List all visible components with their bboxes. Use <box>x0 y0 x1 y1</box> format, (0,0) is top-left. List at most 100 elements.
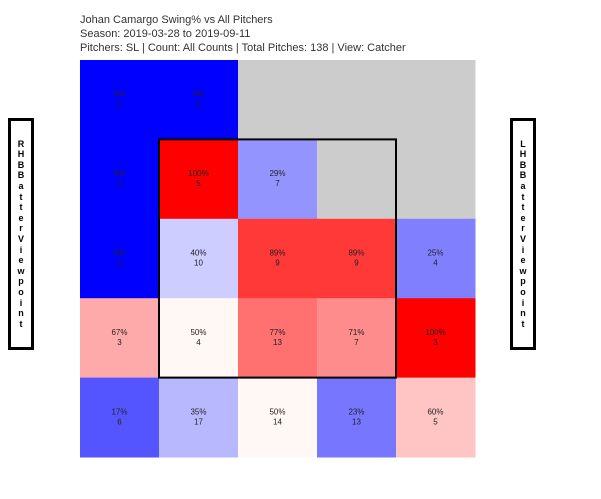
heatmap-cell <box>238 218 318 299</box>
heatmap-cell <box>80 139 160 220</box>
side-label-char: i <box>521 244 525 255</box>
side-label-char: V <box>17 234 24 244</box>
side-label-char: t <box>19 202 23 213</box>
side-label-char: B <box>519 170 527 181</box>
side-label-char: e <box>520 255 526 266</box>
cell-swing-pct: 77% <box>269 328 285 337</box>
cell-pitch-count: 5 <box>433 417 438 426</box>
cell-swing-pct: 35% <box>190 407 206 416</box>
cell-swing-pct: 100% <box>188 169 208 178</box>
side-label-char: t <box>521 191 525 202</box>
cell-swing-pct: 40% <box>190 249 206 258</box>
heatmap-cell <box>238 377 318 458</box>
side-label-char: n <box>520 308 526 319</box>
heatmap-cell <box>317 377 397 458</box>
cell-pitch-count: 7 <box>354 338 359 347</box>
side-label-char: o <box>520 286 526 297</box>
cell-swing-pct: 67% <box>111 328 127 337</box>
side-label-char: i <box>521 297 525 308</box>
heatmap-cell <box>159 60 239 140</box>
side-label-char: t <box>521 202 525 213</box>
heatmap-cell <box>396 139 476 220</box>
side-label-char: R <box>17 138 25 149</box>
cell-pitch-count: 1 <box>117 100 122 109</box>
side-label-char: B <box>17 159 25 170</box>
side-label-char: a <box>18 181 24 192</box>
cell-pitch-count: 14 <box>273 417 282 426</box>
heatmap-cell <box>80 298 160 379</box>
side-label-char: L <box>520 138 526 149</box>
heatmap-cell <box>396 60 476 140</box>
side-label-char: t <box>19 318 23 329</box>
cell-pitch-count: 2 <box>117 259 122 268</box>
cell-swing-pct: 50% <box>190 328 206 337</box>
cell-pitch-count: 4 <box>196 338 201 347</box>
side-label-char: B <box>519 159 527 170</box>
strike-zone-border <box>158 138 397 379</box>
cell-pitch-count: 4 <box>433 259 438 268</box>
side-label-char: H <box>17 149 25 160</box>
cell-pitch-count: 13 <box>273 338 282 347</box>
cell-pitch-count: 9 <box>354 259 359 268</box>
cell-swing-pct: 0% <box>114 90 126 99</box>
side-label-char: V <box>519 234 526 244</box>
cell-swing-pct: 0% <box>114 169 126 178</box>
season-range: Season: 2019-03-28 to 2019-09-11 <box>80 28 251 40</box>
heatmap-cell <box>159 218 239 299</box>
cell-pitch-count: 7 <box>275 179 280 188</box>
cell-swing-pct: 0% <box>114 249 126 258</box>
cell-pitch-count: 17 <box>194 417 203 426</box>
cell-swing-pct: 89% <box>348 249 364 258</box>
heatmap-cell <box>159 298 239 379</box>
heatmap-cell <box>80 377 160 458</box>
cell-pitch-count: 9 <box>275 259 280 268</box>
cell-swing-pct: 23% <box>348 407 364 416</box>
side-label-char: w <box>17 265 25 276</box>
heatmap-cell <box>238 139 318 220</box>
cell-pitch-count: 13 <box>352 417 361 426</box>
heatmap-cell <box>317 139 397 220</box>
heatmap-cell <box>317 218 397 299</box>
side-label-char: t <box>521 318 525 329</box>
side-label-char: e <box>18 212 24 223</box>
side-label-char: r <box>521 223 525 234</box>
cell-swing-pct: 89% <box>269 249 285 258</box>
side-label-char: a <box>520 181 526 192</box>
chart-header: Johan Camargo Swing% vs All Pitchers Sea… <box>80 13 406 55</box>
cell-pitch-count: 5 <box>196 179 201 188</box>
side-label-char: t <box>19 191 23 202</box>
chart-title: Johan Camargo Swing% vs All Pitchers <box>80 14 273 26</box>
side-label-char: e <box>520 212 526 223</box>
heatmap-cell <box>80 218 160 299</box>
side-label-char: e <box>18 255 24 266</box>
cell-swing-pct: 60% <box>427 407 443 416</box>
cell-swing-pct: 29% <box>269 169 285 178</box>
filter-summary: Pitchers: SL | Count: All Counts | Total… <box>80 42 406 54</box>
heatmap-cell <box>159 377 239 458</box>
heatmap-cell <box>80 60 160 140</box>
heatmap-cell <box>238 60 318 140</box>
heatmap-cell <box>317 60 397 140</box>
heatmap-cell <box>396 377 476 458</box>
side-label-char: o <box>18 286 24 297</box>
cell-swing-pct: 50% <box>269 407 285 416</box>
heatmap-cell <box>238 298 318 379</box>
heatmap-cell <box>396 298 476 379</box>
cell-pitch-count: 3 <box>433 338 438 347</box>
cell-pitch-count: 1 <box>196 100 201 109</box>
cell-swing-pct: 0% <box>193 90 205 99</box>
cell-pitch-count: 4 <box>117 179 122 188</box>
heatmap-cell <box>317 298 397 379</box>
side-label-char: r <box>19 223 23 234</box>
heatmap-cell <box>159 139 239 220</box>
side-label-char: i <box>19 244 23 255</box>
heatmap-cell <box>396 218 476 299</box>
side-label-char: w <box>519 265 527 276</box>
side-label-char: p <box>520 276 526 287</box>
side-label-char: p <box>18 276 24 287</box>
cell-swing-pct: 17% <box>111 407 127 416</box>
cell-swing-pct: 25% <box>427 249 443 258</box>
